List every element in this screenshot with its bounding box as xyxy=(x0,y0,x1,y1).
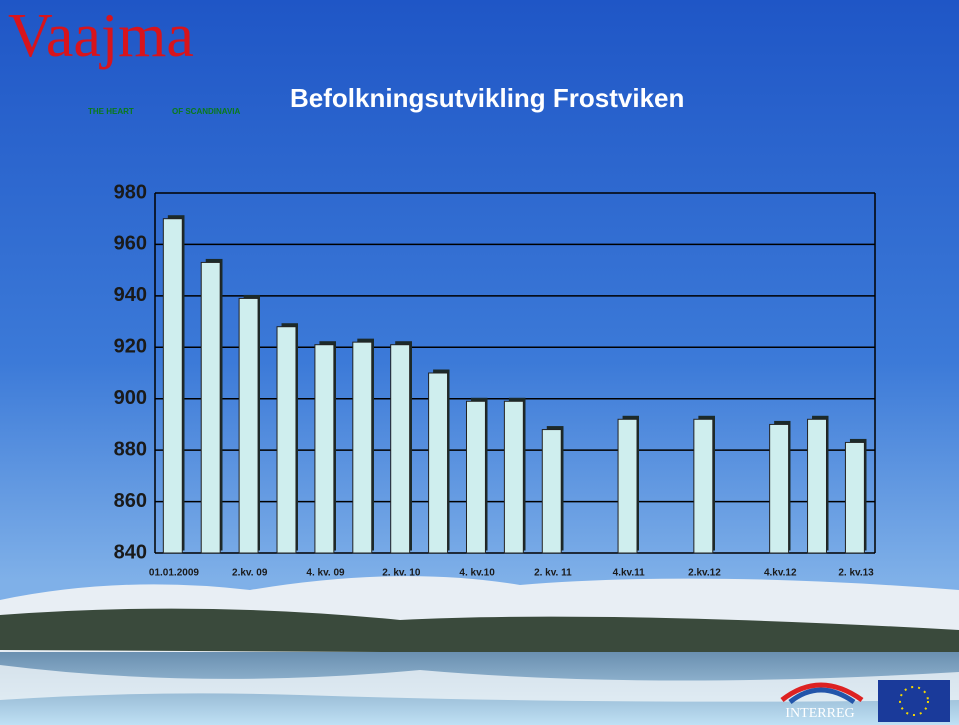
y-tick-label: 980 xyxy=(114,181,147,203)
y-tick-label: 940 xyxy=(114,284,147,306)
y-tick-label: 840 xyxy=(114,541,147,563)
x-tick-label: 01.01.2009 xyxy=(149,568,199,579)
bar xyxy=(504,401,523,553)
bar xyxy=(429,373,448,553)
x-tick-label: 4.kv.11 xyxy=(613,568,646,579)
bar xyxy=(542,430,561,553)
bar xyxy=(618,419,637,553)
chart-title: Befolkningsutvikling Frostviken xyxy=(290,83,684,113)
slide: Vaajma THE HEART OF SCANDINAVIA Befolkni… xyxy=(0,0,959,725)
x-tick-label: 2. kv. 11 xyxy=(534,568,572,579)
x-tick-label: 2.kv. 09 xyxy=(232,568,268,579)
x-tick-label: 2.kv.12 xyxy=(688,568,721,579)
logo-tagline: THE HEART xyxy=(88,107,134,116)
x-tick-label: 4. kv. 09 xyxy=(306,568,345,579)
y-tick-label: 900 xyxy=(114,387,147,409)
bar xyxy=(201,262,220,553)
chart: Vaajma THE HEART OF SCANDINAVIA Befolkni… xyxy=(0,0,959,725)
bar xyxy=(845,442,864,553)
y-tick-label: 880 xyxy=(114,438,147,460)
partner-logo: INTERREG xyxy=(785,706,854,721)
bar xyxy=(163,219,182,553)
y-tick-label: 920 xyxy=(114,336,147,358)
x-tick-label: 2. kv. 10 xyxy=(382,568,421,579)
x-tick-label: 4.kv.12 xyxy=(764,568,797,579)
bar xyxy=(315,345,334,553)
logo-tagline: OF SCANDINAVIA xyxy=(172,107,241,116)
x-tick-label: 4. kv.10 xyxy=(459,568,495,579)
y-tick-label: 860 xyxy=(114,490,147,512)
bar xyxy=(353,342,372,553)
bar xyxy=(466,401,485,553)
bar xyxy=(391,345,410,553)
y-tick-label: 960 xyxy=(114,233,147,255)
x-tick-label: 2. kv.13 xyxy=(838,568,874,579)
bar xyxy=(694,419,713,553)
logo: Vaajma xyxy=(8,2,194,70)
bar xyxy=(277,327,296,553)
bar xyxy=(239,298,258,553)
bar xyxy=(770,424,789,553)
bar xyxy=(808,419,827,553)
